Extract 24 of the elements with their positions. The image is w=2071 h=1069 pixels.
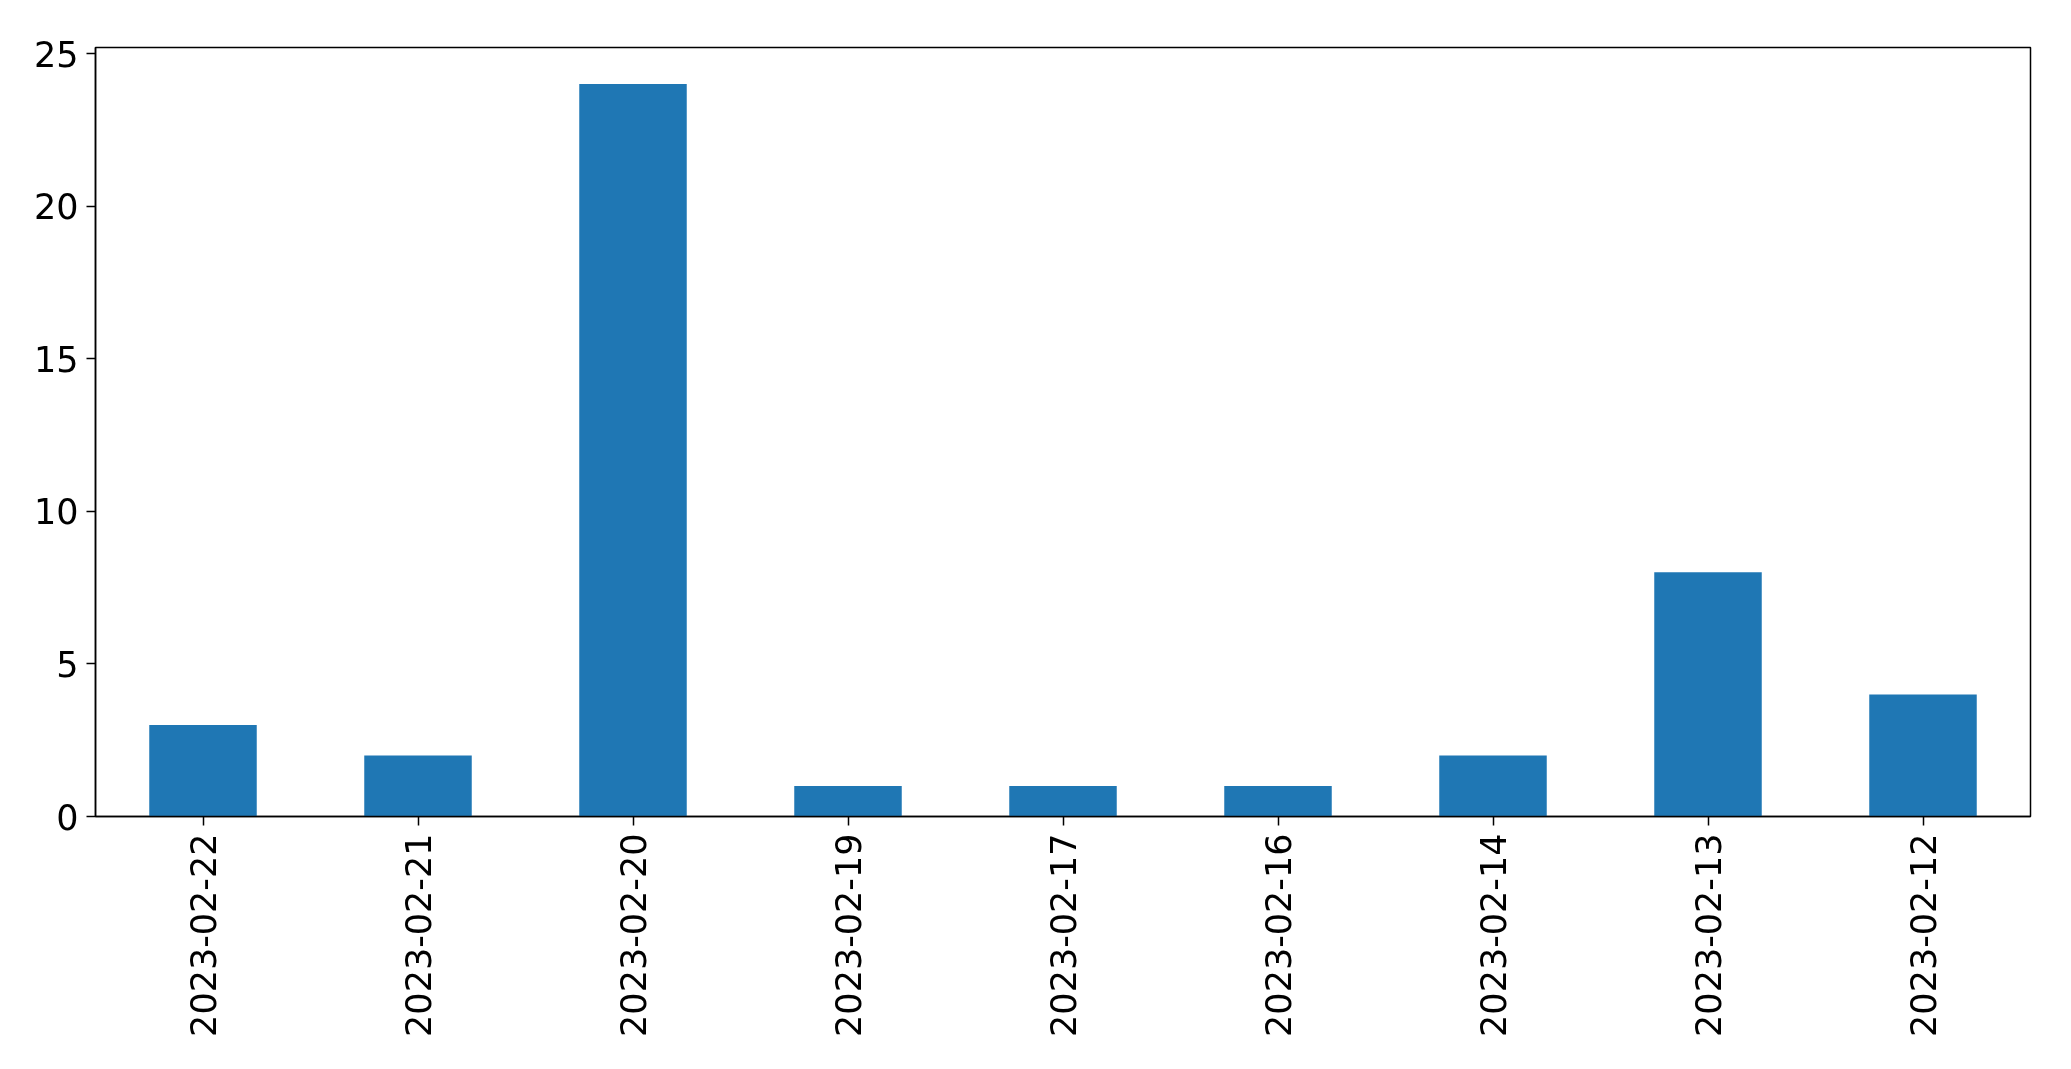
x-tick-label: 2023-02-16	[1259, 833, 1299, 1037]
x-tick-label: 2023-02-12	[1904, 833, 1944, 1037]
bar	[1009, 785, 1117, 817]
y-tick-label: 10	[33, 492, 79, 533]
bar	[579, 84, 687, 817]
y-tick-label: 15	[33, 339, 79, 380]
x-tick-label: 2023-02-17	[1044, 833, 1084, 1037]
x-tick-label: 2023-02-21	[399, 833, 439, 1037]
bar	[1654, 572, 1762, 817]
y-tick-label: 0	[56, 797, 79, 838]
bar	[1869, 694, 1977, 817]
x-tick-label: 2023-02-22	[184, 833, 224, 1037]
bar	[794, 785, 902, 817]
bar	[1439, 755, 1547, 817]
x-tick-label: 2023-02-19	[829, 833, 869, 1037]
x-tick-label: 2023-02-20	[614, 833, 654, 1037]
y-tick-label: 25	[33, 34, 79, 75]
bar	[364, 755, 472, 817]
y-tick-label: 20	[33, 187, 79, 228]
bar	[1224, 785, 1332, 817]
y-tick-label: 5	[56, 644, 79, 685]
x-tick-label: 2023-02-13	[1689, 833, 1729, 1037]
bar	[149, 724, 257, 817]
x-tick-label: 2023-02-14	[1474, 833, 1514, 1037]
